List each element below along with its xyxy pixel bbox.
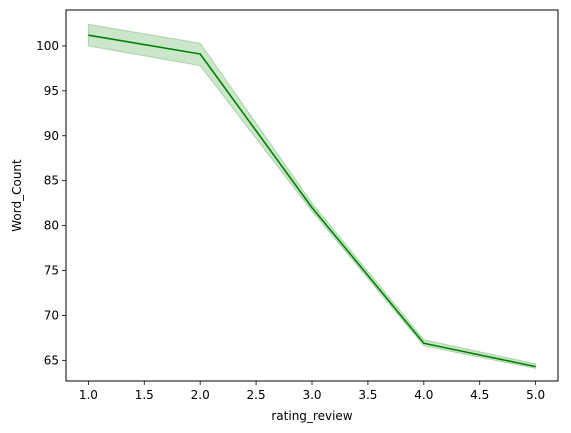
y-tick-label: 85 bbox=[44, 174, 59, 188]
x-tick-label: 1.5 bbox=[135, 388, 154, 402]
x-tick-label: 3.5 bbox=[358, 388, 377, 402]
series-line bbox=[88, 34, 536, 368]
confidence-band bbox=[87, 23, 537, 370]
y-axis-ticks: 65 70 75 80 85 90 95 100 bbox=[36, 39, 66, 367]
y-tick-label: 90 bbox=[44, 129, 59, 143]
x-axis-label: rating_review bbox=[271, 409, 352, 423]
x-tick-label: 3.0 bbox=[302, 388, 321, 402]
plot-frame bbox=[65, 9, 559, 382]
series-line-layer bbox=[88, 34, 536, 368]
x-tick-label: 2.5 bbox=[247, 388, 266, 402]
x-tick-label: 5.0 bbox=[526, 388, 545, 402]
y-axis-label: Word_Count bbox=[10, 159, 24, 232]
y-tick-label: 80 bbox=[44, 219, 59, 233]
y-tick-label: 70 bbox=[44, 308, 59, 322]
confidence-band-layer bbox=[87, 23, 537, 370]
y-tick-label: 95 bbox=[44, 84, 59, 98]
y-tick-label: 100 bbox=[36, 39, 59, 53]
x-tick-label: 4.5 bbox=[470, 388, 489, 402]
x-tick-label: 2.0 bbox=[191, 388, 210, 402]
x-axis-ticks: 1.0 1.5 2.0 2.5 3.0 3.5 4.0 4.5 5.0 bbox=[79, 381, 545, 402]
x-tick-label: 4.0 bbox=[414, 388, 433, 402]
y-tick-label: 75 bbox=[44, 264, 59, 278]
x-tick-label: 1.0 bbox=[79, 388, 98, 402]
y-tick-label: 65 bbox=[44, 353, 59, 367]
